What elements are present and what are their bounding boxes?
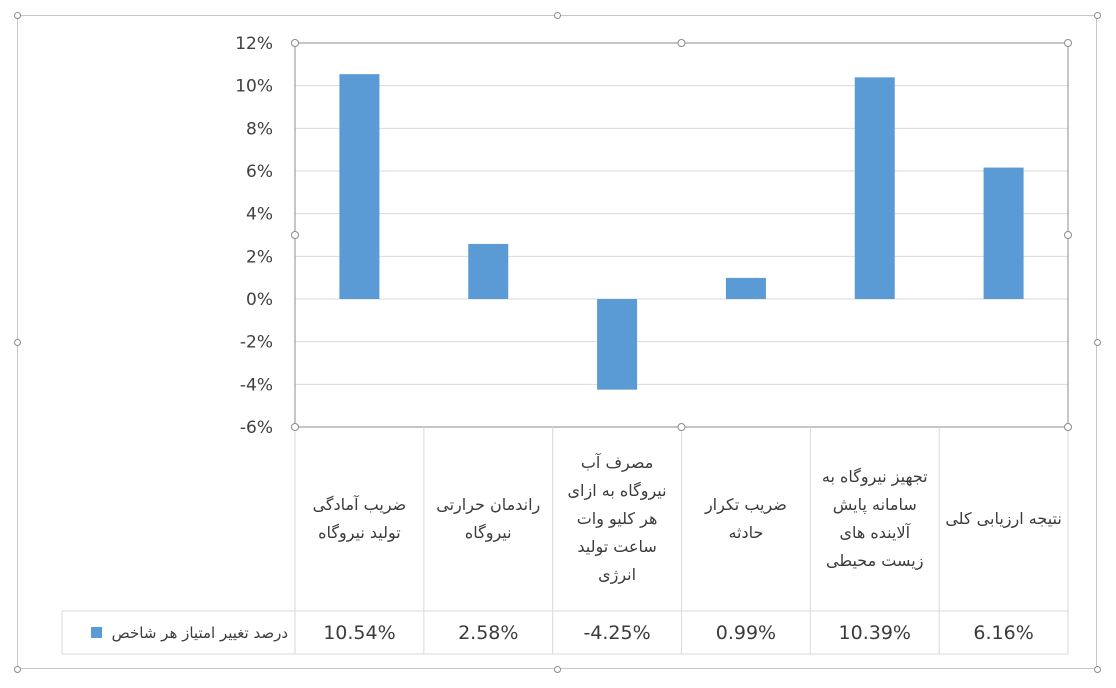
y-tick-label: 4% bbox=[246, 205, 273, 225]
plot-resize-handle bbox=[677, 39, 686, 47]
bar-1 bbox=[339, 74, 380, 299]
y-tick-label: 2% bbox=[246, 247, 273, 267]
y-tick-label: 6% bbox=[246, 162, 273, 182]
plot-resize-handle bbox=[291, 39, 299, 47]
value-label: -4.25% bbox=[583, 621, 651, 644]
category-label: راندمان حرارتی نیروگاه bbox=[436, 495, 541, 542]
category-label: مصرف آب نیروگاه به ازای هر کلیو وات ساعت… bbox=[567, 453, 667, 584]
y-tick-label: -2% bbox=[240, 333, 273, 353]
category-label: ضریب آمادگی تولید نیروگاه bbox=[312, 495, 407, 542]
frame-resize-handle[interactable] bbox=[1093, 11, 1101, 19]
category-label: تجهیز نیروگاه به سامانه پایش آلاینده های… bbox=[821, 467, 928, 570]
plot-area bbox=[294, 42, 1069, 428]
frame-resize-handle[interactable] bbox=[1093, 338, 1101, 346]
value-label: 6.16% bbox=[973, 621, 1034, 644]
value-label: 10.39% bbox=[838, 621, 911, 644]
category-label: ضریب تکرار حادثه bbox=[704, 495, 787, 542]
plot-resize-handle bbox=[1064, 423, 1072, 431]
legend-label: درصد تغییر امتیاز هر شاخص bbox=[111, 623, 288, 642]
y-tick-label: 0% bbox=[246, 290, 273, 310]
frame-resize-handle[interactable] bbox=[13, 11, 21, 19]
bar-4 bbox=[725, 277, 766, 299]
plot-resize-handle bbox=[1064, 39, 1072, 47]
y-tick-label: -4% bbox=[240, 375, 273, 395]
frame-resize-handle[interactable] bbox=[13, 338, 21, 346]
bar-2 bbox=[468, 243, 509, 299]
frame-resize-handle[interactable] bbox=[1093, 665, 1101, 673]
bar-3 bbox=[597, 299, 638, 390]
bar-5 bbox=[854, 77, 895, 299]
frame-resize-handle[interactable] bbox=[13, 665, 21, 673]
y-tick-label: 8% bbox=[246, 119, 273, 139]
bar-6 bbox=[983, 167, 1024, 299]
plot-resize-handle bbox=[291, 423, 299, 431]
frame-resize-handle[interactable] bbox=[553, 11, 561, 19]
category-label: نتیجه ارزیابی کلی bbox=[945, 509, 1062, 528]
value-label: 0.99% bbox=[715, 621, 777, 644]
y-tick-label: 10% bbox=[235, 77, 273, 97]
plot-resize-handle bbox=[291, 231, 299, 239]
legend-swatch bbox=[90, 627, 102, 638]
y-tick-label: 12% bbox=[235, 34, 273, 54]
plot-resize-handle bbox=[677, 423, 686, 431]
frame-resize-handle[interactable] bbox=[553, 665, 561, 673]
value-label: 2.58% bbox=[458, 621, 519, 644]
value-label: 10.54% bbox=[323, 621, 396, 644]
plot-resize-handle bbox=[1064, 231, 1072, 239]
legend-entry: درصد تغییر امتیاز هر شاخص bbox=[62, 611, 296, 654]
y-tick-label: -6% bbox=[240, 418, 273, 438]
